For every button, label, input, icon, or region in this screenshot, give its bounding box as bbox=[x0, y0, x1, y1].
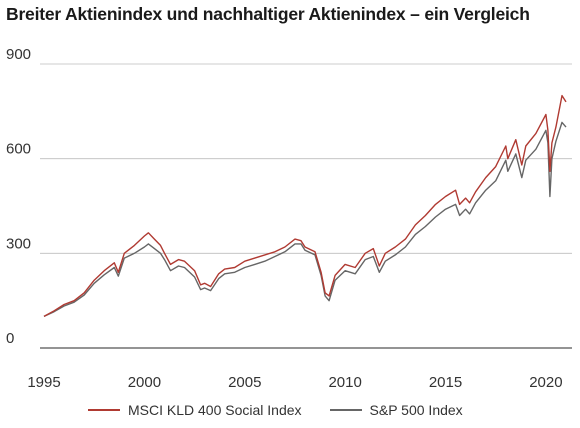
y-tick-label: 300 bbox=[6, 235, 31, 252]
x-axis-tick-labels: 1995 2000 2005 2010 2015 2020 bbox=[27, 374, 562, 391]
legend-label-sp500: S&P 500 Index bbox=[369, 402, 463, 418]
gridlines bbox=[40, 63, 572, 349]
y-tick-label: 0 bbox=[6, 330, 14, 347]
series-line-sp500 bbox=[43, 121, 567, 318]
series-lines bbox=[43, 94, 567, 318]
series-line-msci bbox=[43, 94, 567, 318]
y-tick-label: 600 bbox=[6, 141, 31, 158]
legend-swatch-msci bbox=[88, 409, 120, 411]
legend-swatch-sp500 bbox=[329, 409, 362, 411]
x-tick-label: 2010 bbox=[328, 374, 361, 391]
legend-label-msci: MSCI KLD 400 Social Index bbox=[128, 402, 302, 418]
line-chart: 0 300 600 900 1995 2000 2005 2010 2015 2020 bbox=[6, 46, 572, 391]
x-tick-label: 2020 bbox=[529, 374, 562, 391]
legend-item-msci: MSCI KLD 400 Social Index bbox=[88, 402, 302, 418]
y-tick-label: 900 bbox=[6, 46, 31, 63]
x-tick-label: 2000 bbox=[128, 374, 161, 391]
x-tick-label: 2015 bbox=[429, 374, 462, 391]
x-tick-label: 1995 bbox=[27, 374, 60, 391]
y-axis-tick-labels: 0 300 600 900 bbox=[6, 46, 31, 347]
x-tick-label: 2005 bbox=[228, 374, 261, 391]
legend: MSCI KLD 400 Social Index S&P 500 Index bbox=[88, 402, 491, 418]
legend-item-sp500: S&P 500 Index bbox=[329, 402, 463, 418]
chart-title: Breiter Aktienindex und nachhaltiger Akt… bbox=[6, 4, 530, 24]
